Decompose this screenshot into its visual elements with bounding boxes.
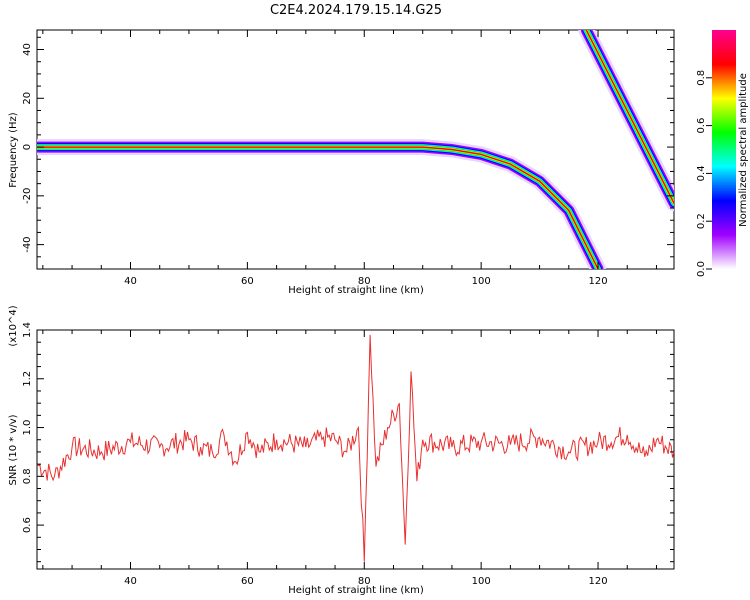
x-tick-label: 100 <box>472 276 491 287</box>
x-tick-label: 80 <box>358 276 371 287</box>
snr-x-label: Height of straight line (km) <box>288 585 424 596</box>
x-tick-label: 40 <box>124 276 137 287</box>
spectrogram-y-ticks: -40 -20 0 20 40 <box>22 36 674 270</box>
spectrogram-panel: 40 60 80 100 120 -40 -20 0 20 40 Height of strai… <box>8 29 675 296</box>
colorbar-tick-label: 0.4 <box>696 165 707 181</box>
y-tick-label: 1.2 <box>22 371 33 387</box>
snr-scale-label: (x10^4) <box>8 305 19 346</box>
chart-title: C2E4.2024.179.15.14.G25 <box>270 3 442 18</box>
x-tick-label: 120 <box>588 276 607 287</box>
x-tick-label: 60 <box>241 276 254 287</box>
colorbar-tick-label: 0.0 <box>696 261 707 277</box>
y-tick-label: -40 <box>22 236 33 252</box>
x-tick-label: 100 <box>472 576 491 587</box>
colorbar-tick-label: 0.6 <box>696 118 707 134</box>
y-tick-label: -20 <box>22 188 33 204</box>
colorbar-label: Normalized spectral amplitude <box>738 73 749 227</box>
colorbar-tick-label: 0.8 <box>696 70 707 86</box>
x-tick-label: 120 <box>588 576 607 587</box>
y-tick-label: 0 <box>22 144 33 150</box>
y-tick-label: 0.8 <box>22 468 33 484</box>
y-tick-label: 20 <box>22 92 33 105</box>
spectrogram-trace <box>585 30 674 204</box>
snr-x-ticks: 40 60 80 100 120 <box>42 330 657 587</box>
x-tick-label: 80 <box>358 576 371 587</box>
colorbar-gradient <box>712 30 736 269</box>
colorbar: 0.0 0.2 0.4 0.6 0.8 Normalized spectral ampl… <box>696 30 749 277</box>
colorbar-ticks: 0.0 0.2 0.4 0.6 0.8 <box>696 70 712 277</box>
spectrogram-x-ticks: 40 60 80 100 120 <box>42 30 657 287</box>
snr-panel: 40 60 80 100 120 0.6 0.8 1.0 1.2 1.4 Height of s… <box>8 305 675 596</box>
x-tick-label: 60 <box>241 576 254 587</box>
y-tick-label: 40 <box>22 43 33 56</box>
spectrogram-trace <box>37 146 599 269</box>
spectrogram-y-label: Frequency (Hz) <box>8 112 19 188</box>
snr-y-label: SNR (10 * v/v) <box>8 414 19 485</box>
colorbar-tick-label: 0.2 <box>696 213 707 229</box>
snr-y-ticks: 0.6 0.8 1.0 1.2 1.4 <box>22 322 674 563</box>
y-tick-label: 1.0 <box>22 420 33 436</box>
snr-series-line <box>36 334 675 562</box>
spectrogram-x-label: Height of straight line (km) <box>288 285 424 296</box>
x-tick-label: 40 <box>124 576 137 587</box>
y-tick-label: 1.4 <box>22 322 33 338</box>
y-tick-label: 0.6 <box>22 517 33 533</box>
spectrogram-traces <box>37 30 674 269</box>
